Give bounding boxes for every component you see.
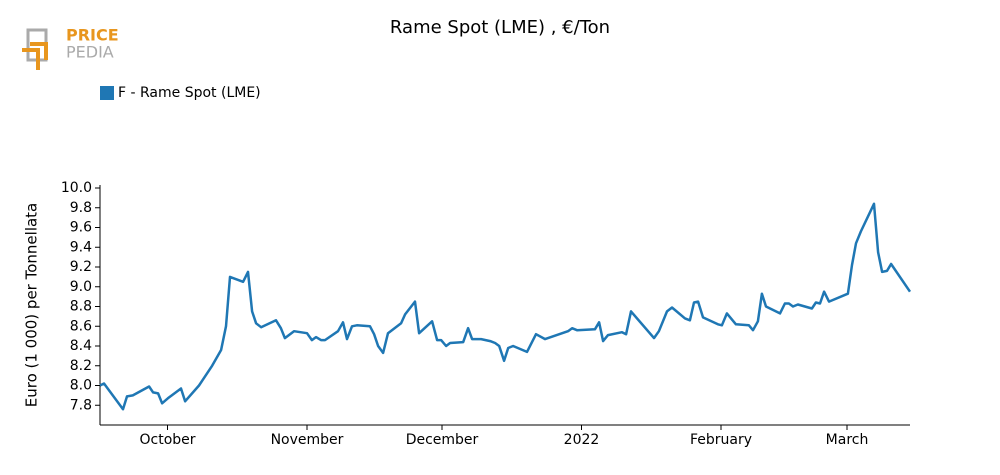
x-tick-label: February: [690, 432, 752, 448]
y-tick-label: 8.8: [70, 299, 92, 315]
logo-icon: [22, 48, 40, 70]
x-tick-label: March: [826, 432, 869, 448]
x-tick-label: November: [271, 432, 344, 448]
logo-text: PRICE: [66, 26, 119, 45]
y-tick-label: 8.4: [70, 338, 92, 354]
chart-title: Rame Spot (LME) , €/Ton: [390, 17, 610, 38]
y-tick-label: 8.2: [70, 358, 92, 374]
y-tick-label: 9.6: [70, 220, 92, 236]
y-tick-label: 9.0: [70, 279, 92, 295]
legend-swatch: [100, 86, 114, 100]
y-tick-label: 8.0: [70, 378, 92, 394]
y-tick-label: 10.0: [61, 180, 92, 196]
y-tick-label: 9.2: [70, 259, 92, 275]
y-tick-label: 9.4: [70, 239, 92, 255]
legend-label: F - Rame Spot (LME): [118, 85, 261, 101]
logo-icon: [30, 42, 48, 60]
logo: PRICE PEDIA: [22, 26, 119, 70]
y-tick-label: 8.6: [70, 318, 92, 334]
y-tick-label: 7.8: [70, 397, 92, 413]
y-tick-label: 9.8: [70, 200, 92, 216]
y-axis-label: Euro (1 000) per Tonnellata: [23, 203, 41, 408]
line: [99, 202, 912, 411]
x-tick-label: October: [139, 432, 195, 448]
logo-text: PEDIA: [66, 43, 114, 62]
x-tick-label: December: [406, 432, 479, 448]
x-tick-label: 2022: [564, 432, 600, 448]
